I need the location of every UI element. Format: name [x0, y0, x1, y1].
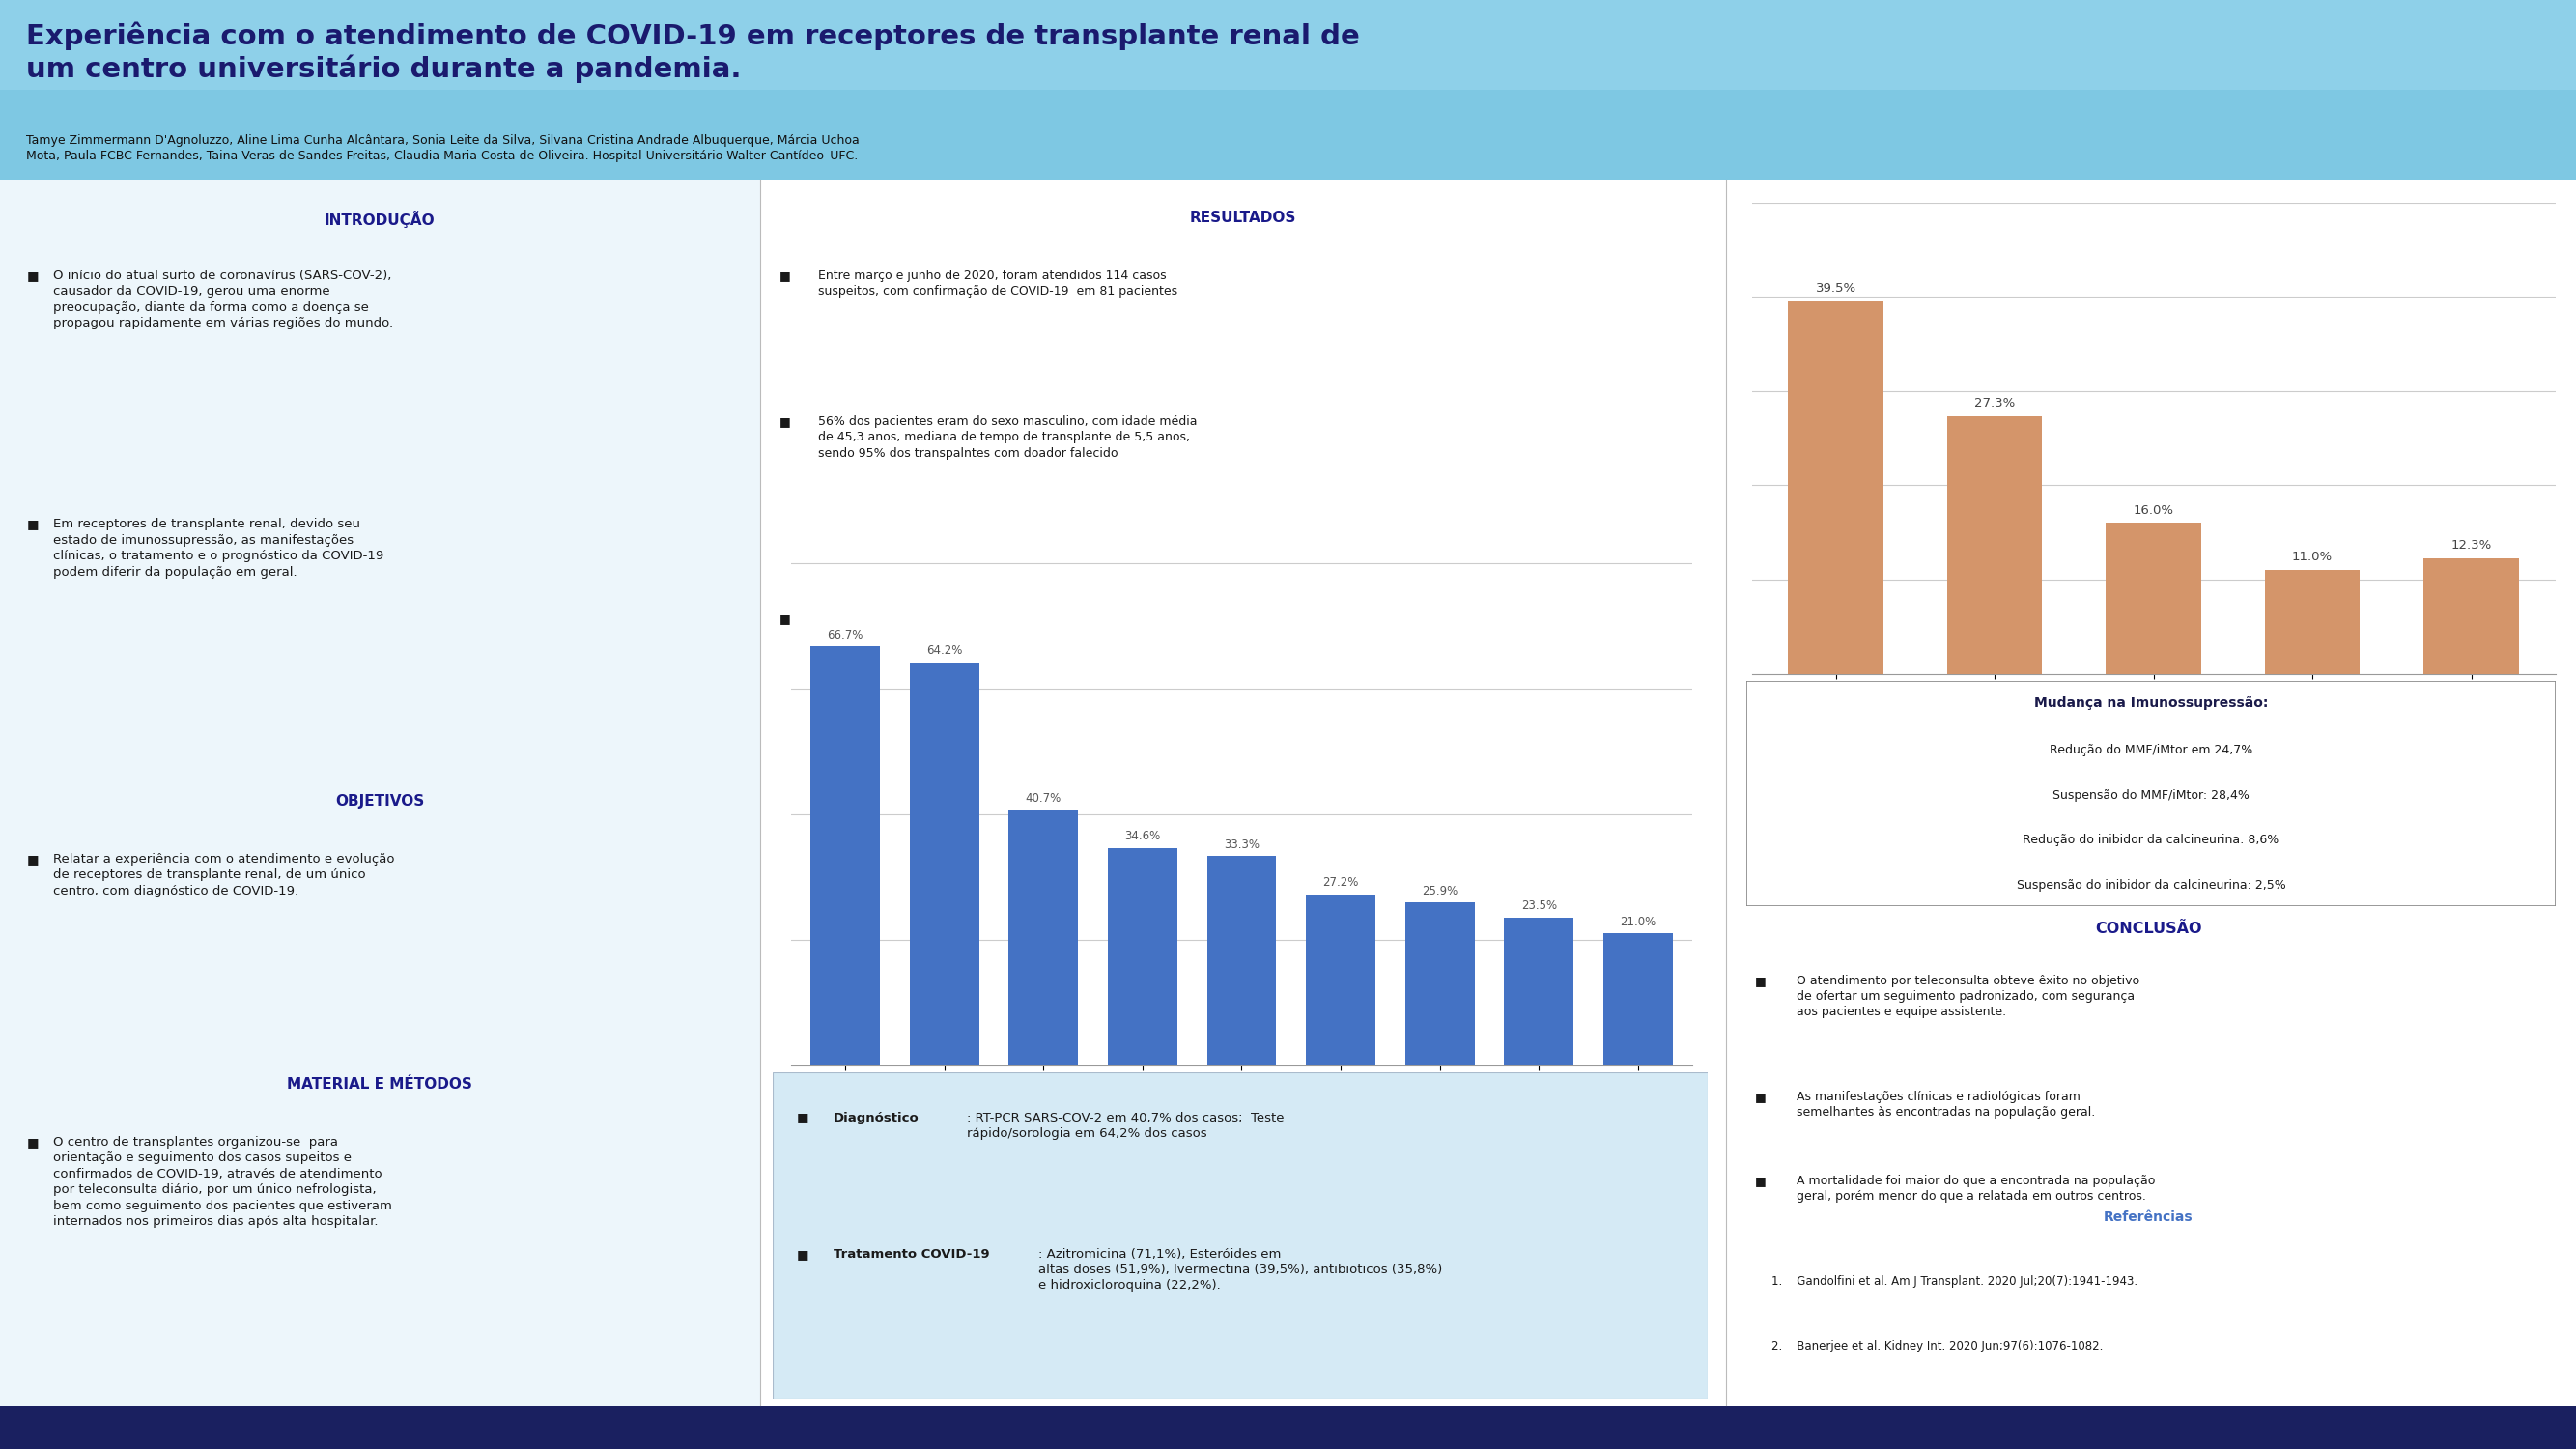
- Text: ■: ■: [26, 1136, 39, 1149]
- Text: O atendimento por teleconsulta obteve êxito no objetivo
de ofertar um seguimento: O atendimento por teleconsulta obteve êx…: [1795, 975, 2138, 1019]
- Text: 11.0%: 11.0%: [2293, 551, 2334, 564]
- Text: Mudança na Imunossupressão:: Mudança na Imunossupressão:: [2035, 697, 2267, 710]
- Text: 39.5%: 39.5%: [1816, 283, 1857, 296]
- Text: ■: ■: [1754, 1091, 1767, 1104]
- Text: INTRODUÇÃO: INTRODUÇÃO: [325, 210, 435, 227]
- Text: MATERIAL E MÉTODOS: MATERIAL E MÉTODOS: [289, 1077, 471, 1091]
- Text: ■: ■: [26, 270, 39, 281]
- Bar: [1306, 894, 1376, 1065]
- Text: 27.2%: 27.2%: [1321, 877, 1358, 890]
- Text: ■: ■: [1754, 975, 1767, 988]
- Text: A mortalidade foi maior do que a encontrada na população
geral, porém menor do q: A mortalidade foi maior do que a encontr…: [1795, 1174, 2156, 1203]
- Text: Entre março e junho de 2020, foram atendidos 114 casos
suspeitos, com confirmaçã: Entre março e junho de 2020, foram atend…: [819, 270, 1177, 297]
- Text: ■: ■: [26, 852, 39, 865]
- Text: Tratamento COVID-19: Tratamento COVID-19: [835, 1249, 989, 1261]
- Text: 66.7%: 66.7%: [827, 629, 863, 642]
- Text: O início do atual surto de coronavírus (SARS-COV-2),
causador da COVID-19, gerou: O início do atual surto de coronavírus (…: [54, 270, 394, 329]
- Text: ■: ■: [778, 613, 791, 625]
- Bar: [1208, 856, 1275, 1065]
- Bar: [2107, 523, 2200, 674]
- Text: ■: ■: [778, 414, 791, 427]
- Bar: [1404, 903, 1473, 1065]
- Bar: [811, 646, 881, 1065]
- Text: : Azitromicina (71,1%), Esteróides em
altas doses (51,9%), Ivermectina (39,5%), : : Azitromicina (71,1%), Esteróides em al…: [1038, 1249, 1443, 1293]
- Text: ■: ■: [1754, 1174, 1767, 1187]
- Text: ■: ■: [778, 270, 791, 281]
- Bar: [1108, 848, 1177, 1065]
- Text: CONCLUSÃO: CONCLUSÃO: [2094, 922, 2202, 936]
- Text: Suspensão do inibidor da calcineurina: 2,5%: Suspensão do inibidor da calcineurina: 2…: [2017, 878, 2285, 891]
- Bar: [909, 662, 979, 1065]
- Text: 56% dos pacientes eram do sexo masculino, com idade média
de 45,3 anos, mediana : 56% dos pacientes eram do sexo masculino…: [819, 414, 1198, 459]
- Bar: [1504, 917, 1574, 1065]
- Text: As comorbidades mais frequentes foram HAS (74,1%),
diabetes (35,8%) e doença car: As comorbidades mais frequentes foram HA…: [819, 613, 1149, 640]
- Text: 16.0%: 16.0%: [2133, 504, 2174, 516]
- FancyBboxPatch shape: [0, 0, 2576, 90]
- FancyBboxPatch shape: [0, 1406, 2576, 1449]
- Text: Manifestações clínicas dos receptores de
transplante renal  com  COVID-19: Manifestações clínicas dos receptores de…: [1079, 771, 1406, 804]
- Text: OBJETIVOS: OBJETIVOS: [335, 794, 425, 809]
- Bar: [1602, 933, 1672, 1065]
- Bar: [1010, 810, 1079, 1065]
- Text: Redução do inibidor da calcineurina: 8,6%: Redução do inibidor da calcineurina: 8,6…: [2022, 833, 2280, 846]
- Text: Redução do MMF/iMtor em 24,7%: Redução do MMF/iMtor em 24,7%: [2050, 743, 2251, 756]
- Text: O centro de transplantes organizou-se  para
orientação e seguimento dos casos su: O centro de transplantes organizou-se pa…: [54, 1136, 392, 1229]
- Text: 25.9%: 25.9%: [1422, 885, 1458, 897]
- Text: 2.    Banerjee et al. Kidney Int. 2020 Jun;97(6):1076-1082.: 2. Banerjee et al. Kidney Int. 2020 Jun;…: [1772, 1339, 2102, 1352]
- Bar: [2264, 571, 2360, 674]
- Text: 1.    Gandolfini et al. Am J Transplant. 2020 Jul;20(7):1941-1943.: 1. Gandolfini et al. Am J Transplant. 20…: [1772, 1275, 2138, 1288]
- Text: Tamye Zimmermann D'Agnoluzzo, Aline Lima Cunha Alcântara, Sonia Leite da Silva, : Tamye Zimmermann D'Agnoluzzo, Aline Lima…: [26, 135, 858, 162]
- Text: 21.0%: 21.0%: [1620, 916, 1656, 927]
- Text: : RT-PCR SARS-COV-2 em 40,7% dos casos;  Teste
rápido/sorologia em 64,2% dos cas: : RT-PCR SARS-COV-2 em 40,7% dos casos; …: [969, 1111, 1285, 1139]
- Text: Suspensão do MMF/iMtor: 28,4%: Suspensão do MMF/iMtor: 28,4%: [2053, 788, 2249, 801]
- Text: ■: ■: [26, 517, 39, 530]
- Text: 12.3%: 12.3%: [2450, 539, 2491, 551]
- Text: Em receptores de transplante renal, devido seu
estado de imunossupressão, as man: Em receptores de transplante renal, devi…: [54, 517, 384, 578]
- Text: 27.3%: 27.3%: [1973, 397, 2014, 410]
- Text: ■: ■: [796, 1249, 809, 1261]
- Bar: [1947, 417, 2043, 674]
- Text: As manifestações clínicas e radiológicas foram
semelhantes às encontradas na pop: As manifestações clínicas e radiológicas…: [1795, 1091, 2094, 1119]
- Text: Desfecho dos receptores de transplante renal
 com  COVID-19: Desfecho dos receptores de transplante r…: [1968, 210, 2334, 243]
- Bar: [1788, 301, 1883, 674]
- FancyBboxPatch shape: [773, 1072, 1708, 1398]
- Text: 40.7%: 40.7%: [1025, 791, 1061, 804]
- FancyBboxPatch shape: [0, 0, 2576, 180]
- Text: 23.5%: 23.5%: [1520, 900, 1556, 913]
- FancyBboxPatch shape: [1747, 681, 2555, 906]
- Text: RESULTADOS: RESULTADOS: [1190, 210, 1296, 225]
- Text: 34.6%: 34.6%: [1126, 830, 1162, 843]
- Text: Referências: Referências: [2105, 1210, 2192, 1224]
- Text: Relatar a experiência com o atendimento e evolução
de receptores de transplante : Relatar a experiência com o atendimento …: [54, 852, 394, 897]
- Text: 64.2%: 64.2%: [927, 645, 963, 656]
- Text: Experiência com o atendimento de COVID-19 em receptores de transplante renal de
: Experiência com o atendimento de COVID-1…: [26, 22, 1360, 83]
- FancyBboxPatch shape: [0, 180, 760, 1406]
- Text: 33.3%: 33.3%: [1224, 838, 1260, 851]
- Bar: [2424, 558, 2519, 674]
- Text: ■: ■: [796, 1111, 809, 1124]
- Text: Diagnóstico: Diagnóstico: [835, 1111, 920, 1124]
